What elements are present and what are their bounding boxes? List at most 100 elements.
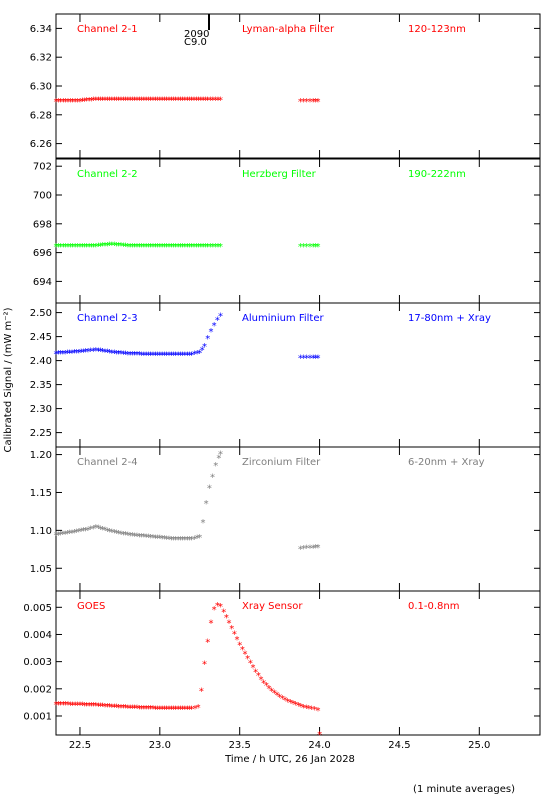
- data-point: *: [185, 535, 190, 546]
- data-point: *: [180, 535, 185, 546]
- x-tick-label: 24.0: [308, 740, 330, 751]
- data-point: *: [135, 532, 140, 543]
- data-point: *: [139, 704, 144, 715]
- data-point: *: [56, 242, 61, 253]
- y-tick-label: 0.004: [23, 630, 52, 641]
- data-point: *: [89, 701, 94, 712]
- data-point: *: [261, 678, 266, 689]
- data-point: *: [182, 350, 187, 361]
- data-point: *: [288, 698, 293, 709]
- footnote: (1 minute averages): [413, 784, 515, 795]
- data-point: *: [141, 350, 146, 361]
- data-point: *: [180, 350, 185, 361]
- data-point: *: [256, 671, 261, 682]
- y-tick-label: 694: [33, 277, 52, 288]
- data-point: *: [84, 96, 89, 107]
- data-point: *: [109, 348, 114, 359]
- data-point: *: [107, 348, 112, 359]
- data-point: *: [58, 349, 63, 360]
- data-point: *: [218, 311, 223, 322]
- data-point: *: [119, 95, 124, 106]
- data-point: *: [146, 704, 151, 715]
- data-point: *: [198, 95, 203, 106]
- data-point: *: [72, 528, 77, 539]
- data-point: *: [116, 529, 121, 540]
- data-point: *: [182, 95, 187, 106]
- panel-4: 1.05 1.10 1.15 1.20 Channel 2-4 Zirconium Fil…: [30, 446, 541, 592]
- data-point: *: [189, 242, 194, 253]
- data-point: *: [100, 347, 105, 358]
- data-point: *: [87, 96, 92, 107]
- data-point: *: [301, 544, 306, 555]
- data-point: *: [285, 697, 290, 708]
- data-point: *: [208, 619, 213, 630]
- data-point: *: [173, 350, 178, 361]
- data-point: *: [65, 529, 70, 540]
- data-point: *: [58, 97, 63, 108]
- data-point: *: [114, 95, 119, 106]
- data-point: *: [68, 97, 73, 108]
- data-point: *: [105, 526, 110, 537]
- data-point: *: [84, 701, 89, 712]
- y-tick-label: 0.002: [23, 684, 52, 695]
- data-point: *: [88, 525, 93, 536]
- panel-band-label: 17-80nm + Xray: [408, 313, 491, 324]
- panel-2: 694 696 698 700 702 Channel 2-2 Herzberg Filte…: [33, 158, 541, 304]
- data-point: *: [83, 347, 88, 358]
- data-point: *: [137, 95, 142, 106]
- data-point: *: [315, 706, 320, 717]
- data-point: *: [105, 348, 110, 359]
- data-point: *: [93, 95, 98, 106]
- data-point: *: [253, 668, 258, 679]
- data-point: *: [185, 350, 190, 361]
- data-point: *: [103, 241, 108, 252]
- data-point: *: [85, 347, 90, 358]
- data-point: *: [70, 700, 75, 711]
- data-point: *: [313, 354, 318, 365]
- data-point: *: [114, 529, 119, 540]
- data-point: *: [148, 704, 153, 715]
- data-point: *: [63, 529, 68, 540]
- data-point: *: [178, 242, 183, 253]
- data-point: *: [202, 342, 207, 353]
- data-point: *: [221, 608, 226, 619]
- panel-frame: [55, 13, 541, 159]
- data-point: *: [194, 95, 199, 106]
- data-point: *: [82, 242, 87, 253]
- data-point: *: [144, 532, 149, 543]
- data-point: *: [192, 95, 197, 106]
- data-point: *: [187, 95, 192, 106]
- data-point: *: [198, 242, 203, 253]
- data-point: *: [298, 97, 303, 108]
- data-point: *: [187, 705, 192, 716]
- data-point: *: [76, 527, 81, 538]
- data-point: *: [251, 663, 256, 674]
- data-point: *: [157, 350, 162, 361]
- data-point: *: [116, 95, 121, 106]
- data-point: *: [229, 624, 234, 635]
- data-point: *: [146, 533, 151, 544]
- data-point: *: [173, 95, 178, 106]
- data-point: *: [93, 701, 98, 712]
- data-point: *: [173, 242, 178, 253]
- data-point: *: [61, 700, 66, 711]
- data-point: *: [128, 531, 133, 542]
- data-point: *: [116, 349, 121, 360]
- data-point: *: [112, 528, 117, 539]
- data-point: *: [63, 349, 68, 360]
- data-point: *: [178, 350, 183, 361]
- data-point: *: [112, 241, 117, 252]
- data-point: *: [213, 95, 218, 106]
- data-point: *: [312, 705, 317, 716]
- data-point: *: [218, 602, 223, 613]
- data-point: *: [148, 95, 153, 106]
- data-point: *: [54, 97, 59, 108]
- y-tick-label: 1.20: [30, 450, 52, 461]
- data-point: *: [112, 95, 117, 106]
- data-point: *: [61, 242, 66, 253]
- data-point: *: [70, 242, 75, 253]
- data-point: *: [73, 700, 78, 711]
- data-point: *: [121, 530, 126, 541]
- data-point: *: [160, 350, 165, 361]
